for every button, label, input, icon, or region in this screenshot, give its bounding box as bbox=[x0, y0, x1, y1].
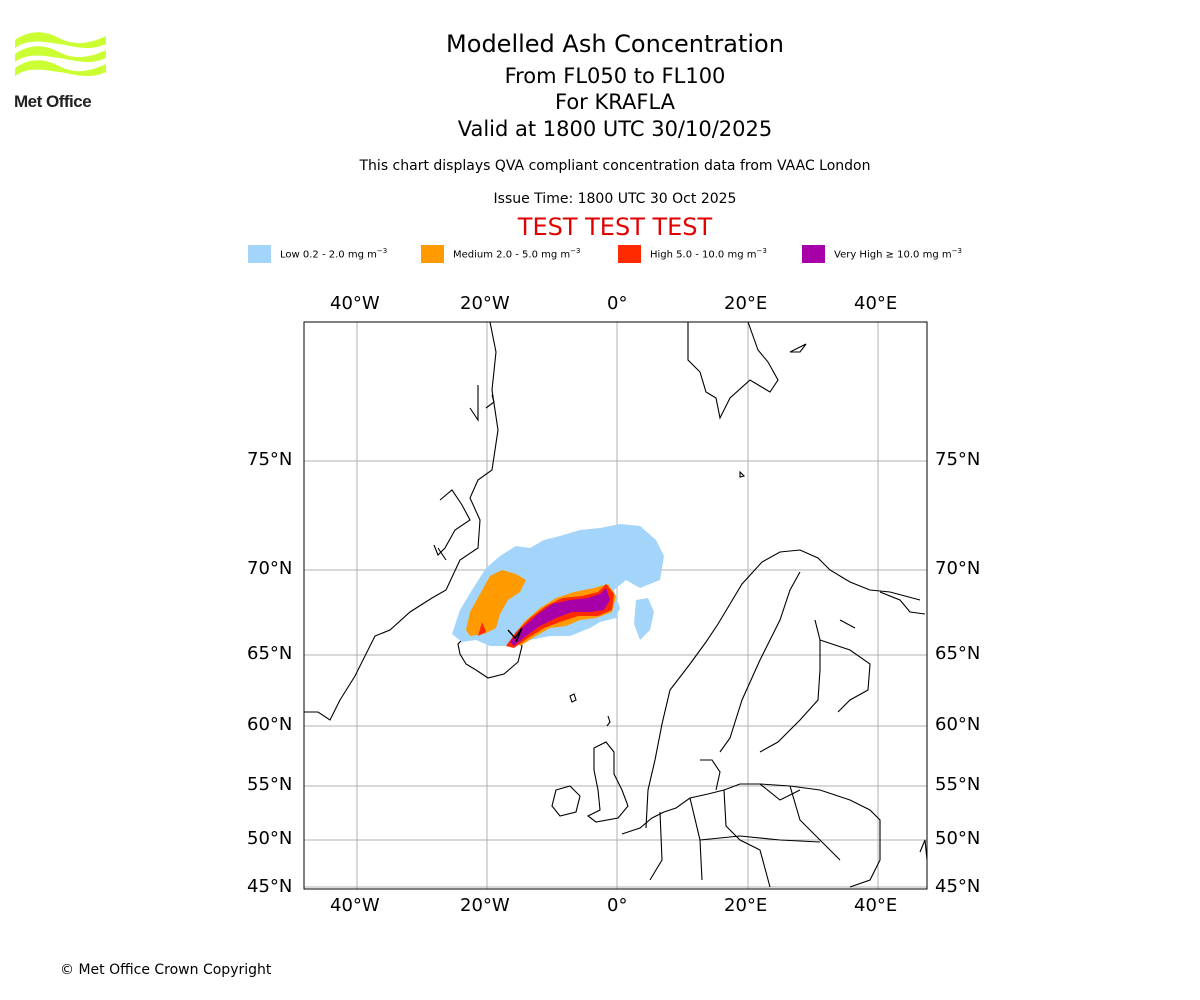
faroe-islands bbox=[569, 693, 577, 703]
lat-label-left-75n: 75°N bbox=[247, 449, 293, 470]
russia-coast bbox=[879, 591, 926, 615]
lat-label-right-70n: 70°N bbox=[935, 558, 981, 579]
legend-item-low: Low 0.2 - 2.0 mg m−3 bbox=[248, 244, 387, 264]
met-office-logo-text: Met Office bbox=[14, 92, 92, 111]
legend-label-very-high: Very High ≥ 10.0 mg m−3 bbox=[834, 247, 962, 261]
lat-label-left-50n: 50°N bbox=[247, 828, 293, 849]
lat-label-right-50n: 50°N bbox=[935, 828, 981, 849]
lat-label-left-70n: 70°N bbox=[247, 558, 293, 579]
ash-contours bbox=[452, 524, 664, 648]
legend-item-medium: Medium 2.0 - 5.0 mg m−3 bbox=[421, 244, 580, 264]
lon-label-top-40e: 40°E bbox=[854, 293, 898, 314]
lat-label-left-60n: 60°N bbox=[247, 714, 293, 735]
lat-label-right-65n: 65°N bbox=[935, 643, 981, 664]
legend-label-low: Low 0.2 - 2.0 mg m−3 bbox=[280, 247, 388, 261]
lat-label-left-45n: 45°N bbox=[247, 876, 293, 897]
shetland bbox=[606, 715, 611, 727]
legend-label-medium: Medium 2.0 - 5.0 mg m−3 bbox=[453, 247, 581, 261]
lat-label-right-60n: 60°N bbox=[935, 714, 981, 735]
coastlines bbox=[304, 322, 927, 888]
norway-coast bbox=[645, 549, 921, 829]
black-sea-coast bbox=[919, 839, 927, 861]
lon-label-bottom-40w: 40°W bbox=[330, 895, 380, 916]
met-office-waves-icon bbox=[15, 32, 106, 77]
ash-medium-area bbox=[466, 570, 616, 646]
ash-very-high-area bbox=[510, 588, 610, 646]
legend-swatch-very-high bbox=[802, 245, 825, 263]
volcano-marker-icon bbox=[507, 627, 523, 643]
lat-label-right-55n: 55°N bbox=[935, 774, 981, 795]
lat-label-right-45n: 45°N bbox=[935, 876, 981, 897]
legend-swatch-medium bbox=[421, 245, 444, 263]
lon-label-top-20e: 20°E bbox=[724, 293, 768, 314]
lon-label-bottom-40e: 40°E bbox=[854, 895, 898, 916]
svalbard-coast bbox=[687, 322, 779, 420]
met-office-logo: Met Office bbox=[14, 30, 109, 112]
chart-description: This chart displays QVA compliant concen… bbox=[359, 158, 871, 174]
valid-time: Valid at 1800 UTC 30/10/2025 bbox=[457, 117, 773, 141]
ireland-coast bbox=[551, 785, 581, 817]
volcano-name: For KRAFLA bbox=[555, 90, 675, 114]
legend-swatch-high bbox=[618, 245, 641, 263]
lat-label-left-65n: 65°N bbox=[247, 643, 293, 664]
europe-borders bbox=[649, 783, 841, 888]
legend-item-high: High 5.0 - 10.0 mg m−3 bbox=[618, 244, 767, 264]
copyright-notice: © Met Office Crown Copyright bbox=[60, 962, 272, 978]
svalbard-island bbox=[739, 343, 807, 478]
lat-label-left-55n: 55°N bbox=[247, 774, 293, 795]
legend-item-very-high: Very High ≥ 10.0 mg m−3 bbox=[802, 244, 962, 264]
lon-label-bottom-20e: 20°E bbox=[724, 895, 768, 916]
lon-label-bottom-20w: 20°W bbox=[460, 895, 510, 916]
lon-label-top-40w: 40°W bbox=[330, 293, 380, 314]
uk-coast bbox=[586, 741, 629, 823]
issue-time: Issue Time: 1800 UTC 30 Oct 2025 bbox=[493, 191, 737, 207]
finland-lakes bbox=[819, 619, 871, 713]
map-frame bbox=[303, 321, 928, 890]
lon-label-top-0: 0° bbox=[607, 293, 628, 314]
continent-coast bbox=[621, 783, 881, 888]
lon-label-bottom-0: 0° bbox=[607, 895, 628, 916]
flight-level-range: From FL050 to FL100 bbox=[504, 64, 726, 88]
greenland-coast bbox=[304, 322, 499, 721]
test-banner: TEST TEST TEST bbox=[517, 213, 713, 241]
chart-title: Modelled Ash Concentration bbox=[446, 30, 784, 58]
greenland-fjords bbox=[433, 385, 495, 561]
legend-label-high: High 5.0 - 10.0 mg m−3 bbox=[650, 247, 767, 261]
legend-swatch-low bbox=[248, 245, 271, 263]
lon-label-top-20w: 20°W bbox=[460, 293, 510, 314]
lat-label-right-75n: 75°N bbox=[935, 449, 981, 470]
ash-low-area bbox=[452, 524, 664, 646]
